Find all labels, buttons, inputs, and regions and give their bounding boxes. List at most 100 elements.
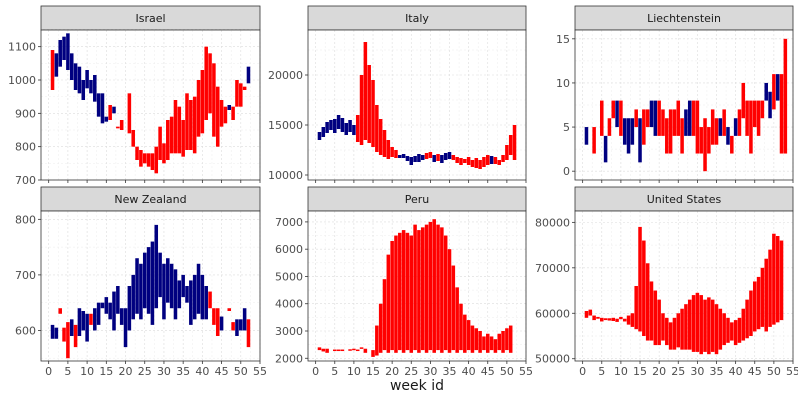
x-tick-label: 5 [64, 365, 71, 378]
y-tick-label: 4000 [275, 298, 303, 311]
x-tick-label: 5 [598, 365, 605, 378]
bar-week-21 [661, 109, 665, 136]
y-tick-label: 800 [15, 141, 36, 154]
y-tick-label: 20000 [268, 69, 303, 82]
bar-week-35 [447, 249, 452, 353]
bar-week-49 [235, 80, 239, 107]
bar-week-14 [100, 93, 105, 124]
bar-week-36 [185, 93, 189, 150]
bar-week-37 [722, 313, 726, 346]
panel-border [574, 210, 794, 362]
bar-week-29 [158, 126, 162, 160]
bar-week-51 [508, 325, 513, 353]
bar-week-19 [119, 308, 124, 325]
bar-week-1 [50, 324, 55, 339]
facet-strip [307, 186, 527, 212]
bar-week-10 [619, 100, 623, 136]
bar-week-3 [325, 122, 329, 133]
bar-week-35 [714, 118, 719, 145]
bar-week-12 [359, 75, 364, 145]
bar-week-27 [684, 304, 688, 350]
bar-week-6 [603, 318, 608, 321]
x-tick-label: 15 [366, 365, 380, 378]
bar-week-15 [638, 118, 642, 163]
bar-week-15 [371, 350, 375, 357]
bar-week-44 [215, 308, 220, 336]
facet-italy: Italy 10000 15000 20000 [268, 5, 527, 183]
y-tick-label: 70000 [535, 262, 570, 275]
bar-week-32 [169, 116, 174, 154]
bar-week-2 [321, 348, 326, 352]
bar-week-45 [485, 333, 490, 353]
bar-week-33 [707, 127, 711, 154]
bar-week-20 [657, 299, 661, 346]
bar-week-47 [227, 105, 232, 110]
bar-week-39 [196, 263, 201, 314]
x-tick-label: 15 [633, 365, 647, 378]
bar-week-5 [333, 349, 337, 352]
bar-week-6 [69, 53, 74, 80]
bar-week-29 [691, 100, 696, 136]
facet-strip [40, 186, 261, 212]
x-tick-label: 25 [671, 365, 685, 378]
y-tick-label: 6000 [275, 243, 303, 256]
bar-week-9 [348, 349, 352, 351]
bar-week-13 [363, 348, 368, 353]
bar-week-36 [718, 118, 723, 136]
bar-week-52 [779, 74, 784, 154]
bar-week-24 [672, 109, 677, 136]
bar-week-47 [227, 308, 232, 311]
bar-week-30 [695, 292, 700, 352]
bar-week-9 [81, 311, 86, 331]
bar-week-42 [474, 158, 479, 168]
bar-week-1 [50, 50, 55, 90]
bar-week-40 [200, 70, 205, 134]
bar-week-41 [737, 317, 742, 343]
x-tick-label: 35 [710, 365, 724, 378]
bar-week-13 [96, 302, 101, 325]
x-tick-label: 45 [748, 365, 762, 378]
bar-week-13 [630, 313, 635, 327]
bar-week-51 [242, 308, 247, 331]
bar-week-12 [626, 118, 631, 154]
bar-week-5 [66, 322, 70, 359]
bar-week-28 [687, 299, 692, 350]
bar-week-27 [417, 230, 421, 353]
bar-week-10 [619, 316, 623, 320]
bar-week-30 [162, 143, 166, 164]
bar-week-24 [405, 156, 410, 161]
bar-week-34 [443, 153, 448, 160]
bar-week-11 [622, 118, 627, 145]
bar-week-24 [405, 232, 410, 351]
y-tick-label: 5 [563, 121, 570, 134]
bar-week-50 [239, 83, 243, 107]
bar-week-20 [390, 241, 394, 351]
y-tick-label: 3000 [275, 325, 303, 338]
bar-week-50 [505, 145, 509, 160]
bar-week-14 [634, 286, 638, 330]
bar-week-23 [401, 154, 406, 158]
bar-week-13 [96, 93, 101, 117]
bar-week-52 [512, 125, 517, 160]
bar-week-27 [684, 109, 688, 136]
facet-strip [40, 5, 261, 31]
bar-week-46 [756, 100, 761, 136]
facet-liechtenstein: Liechtenstein 0 5 10 15 [556, 5, 794, 183]
bar-week-46 [489, 156, 494, 164]
facet-strip [574, 186, 794, 212]
y-tick-label: 800 [15, 213, 36, 226]
bar-week-5 [600, 100, 604, 136]
bar-week-8 [611, 317, 616, 321]
bar-week-45 [485, 155, 490, 165]
bar-week-1 [317, 132, 322, 140]
bar-week-52 [246, 319, 251, 348]
bar-week-11 [355, 349, 360, 352]
bar-week-14 [634, 109, 638, 128]
bar-week-19 [386, 140, 391, 159]
bar-week-40 [466, 157, 471, 165]
bar-week-6 [336, 115, 341, 129]
bar-week-32 [436, 224, 440, 351]
bar-week-46 [223, 106, 228, 124]
facet-title: Italy [405, 12, 429, 25]
